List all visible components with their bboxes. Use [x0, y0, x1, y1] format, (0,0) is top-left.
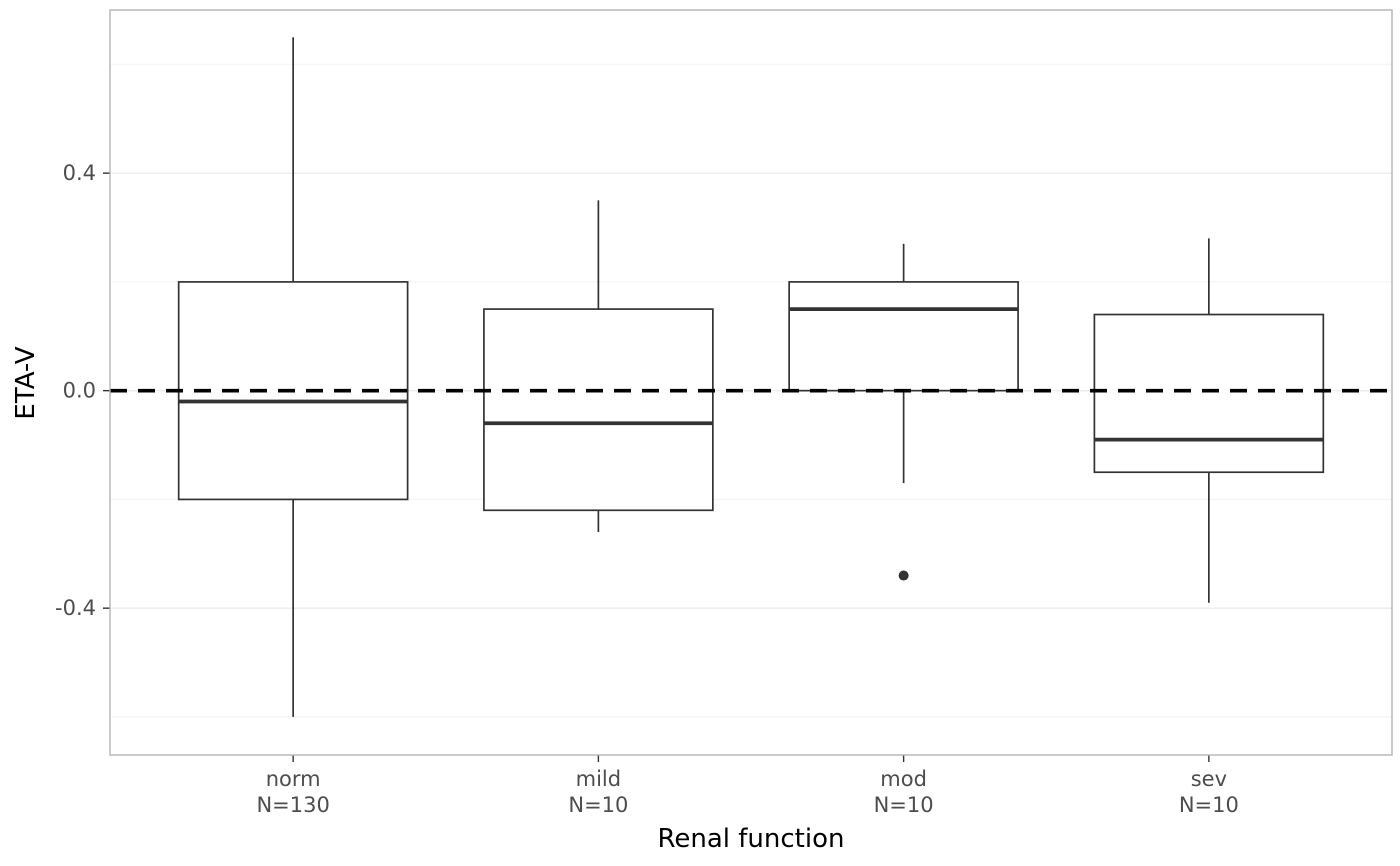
- x-count-label-norm: N=130: [256, 793, 329, 817]
- x-tick-label-mild: mild: [576, 767, 621, 791]
- x-tick-label-mod: mod: [880, 767, 927, 791]
- x-axis-title: Renal function: [657, 824, 845, 854]
- y-tick-label: 0.0: [63, 379, 96, 403]
- y-tick-label: 0.4: [63, 161, 96, 185]
- x-count-label-sev: N=10: [1179, 793, 1239, 817]
- x-tick-label-norm: norm: [266, 767, 321, 791]
- outlier-point-mod: [898, 570, 909, 581]
- x-tick-label-sev: sev: [1191, 767, 1227, 791]
- x-count-label-mild: N=10: [568, 793, 628, 817]
- y-axis-title: ETA-V: [11, 346, 41, 420]
- x-count-label-mod: N=10: [874, 793, 934, 817]
- panel-border: [109, 9, 1393, 756]
- box-mod: [788, 281, 1019, 392]
- box-sev: [1093, 313, 1325, 474]
- box-mild: [483, 308, 714, 512]
- y-tick-label: -0.4: [55, 596, 96, 620]
